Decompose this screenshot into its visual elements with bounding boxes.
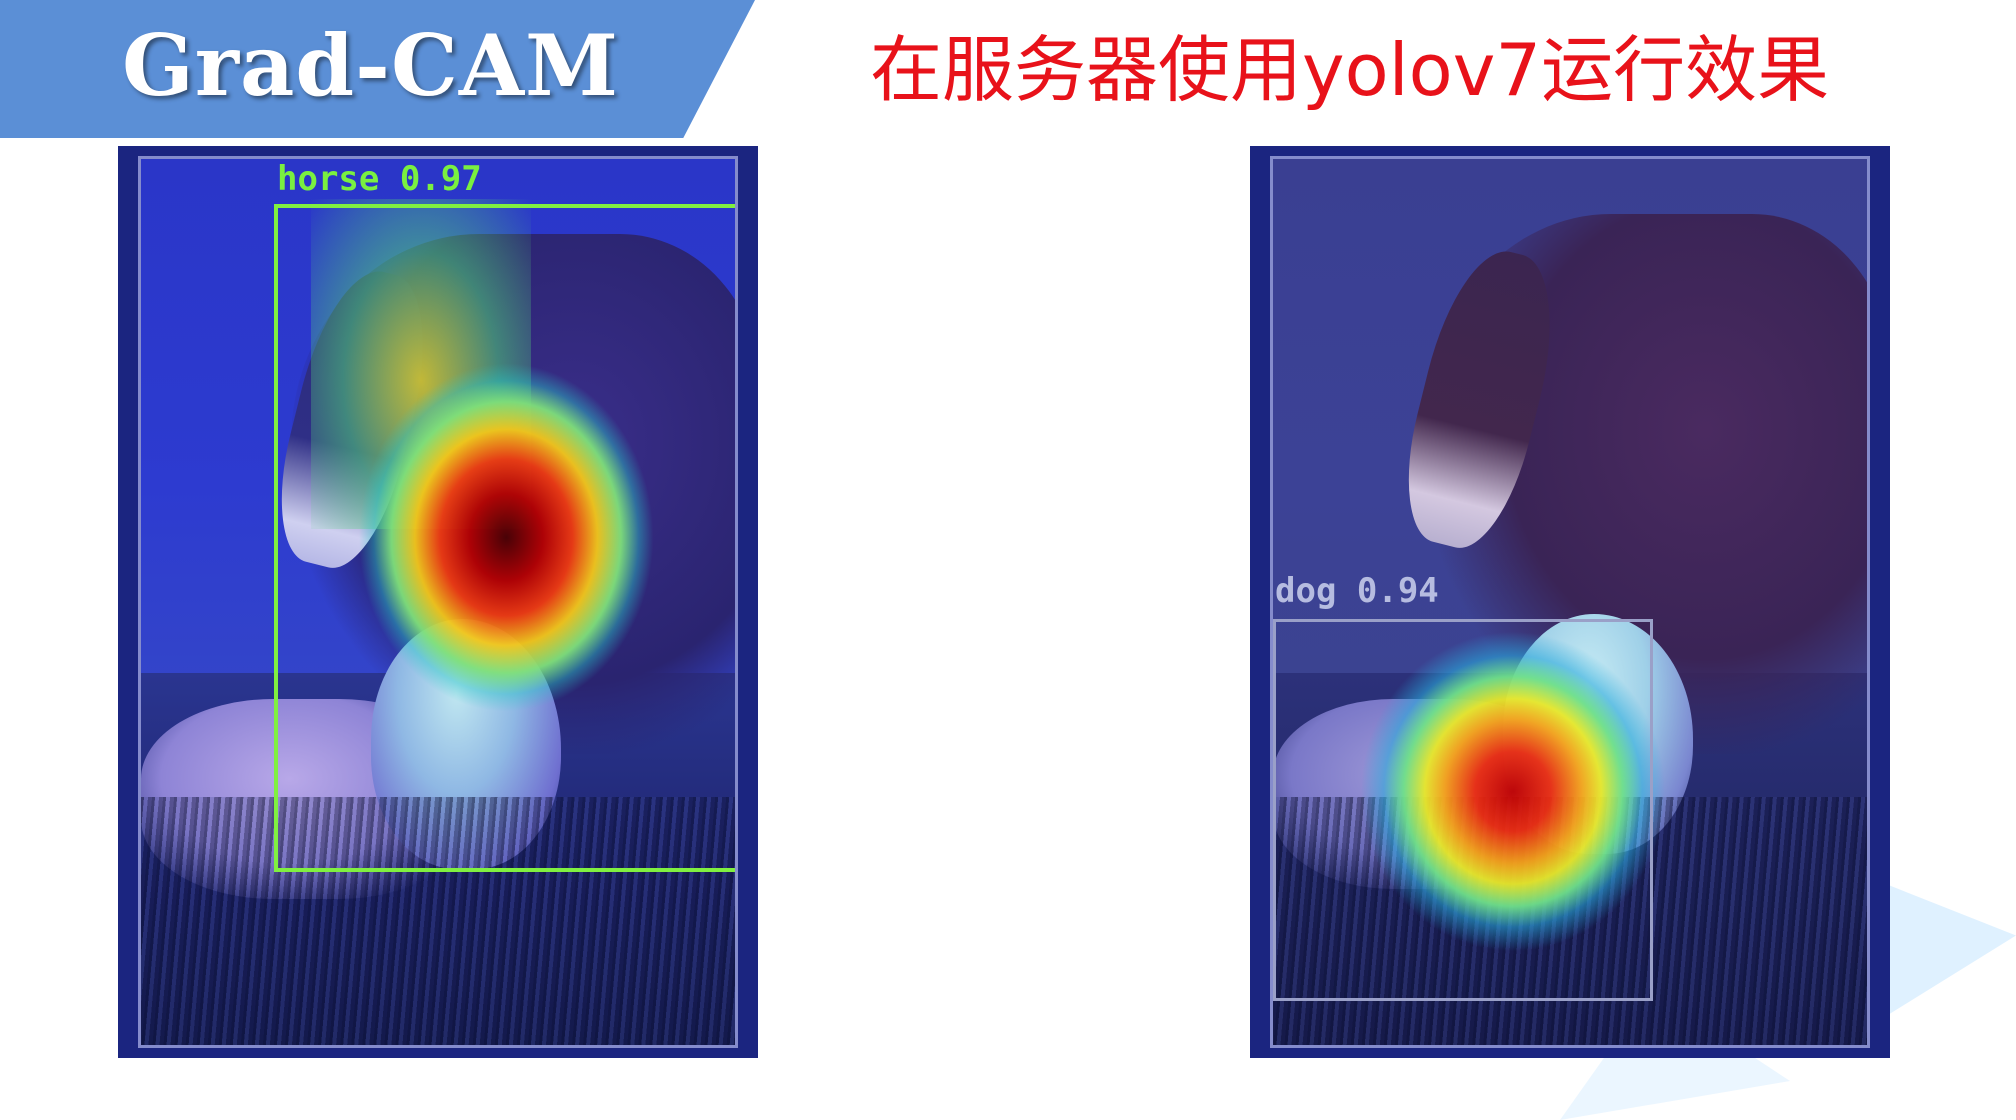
slide-title: Grad-CAM <box>122 16 620 115</box>
gradcam-image-horse: horse 0.97 <box>118 146 758 1058</box>
title-banner <box>0 0 755 138</box>
gradcam-image-dog: dog 0.94 <box>1250 146 1890 1058</box>
bounding-box <box>274 204 735 872</box>
image-frame <box>1270 156 1870 1048</box>
detection-label: dog 0.94 <box>1275 571 1439 611</box>
slide-subtitle: 在服务器使用yolov7运行效果 <box>870 28 1830 112</box>
image-frame <box>138 156 738 1048</box>
bounding-box <box>1273 619 1653 1001</box>
detection-label: horse 0.97 <box>277 159 482 199</box>
